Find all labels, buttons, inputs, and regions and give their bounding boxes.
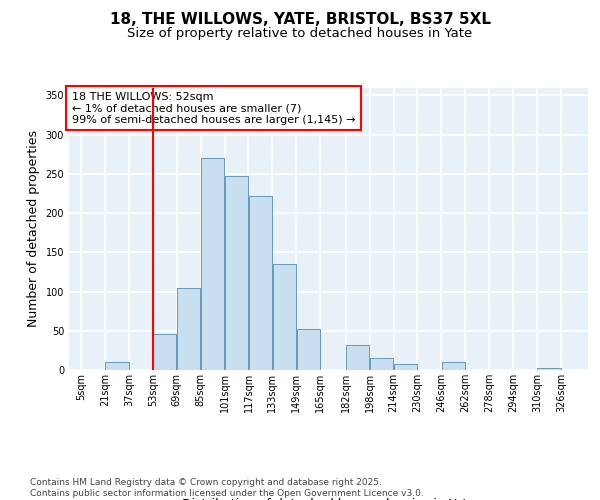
Bar [442, 362, 465, 370]
Bar [105, 362, 128, 370]
Bar [272, 264, 296, 370]
Bar [201, 158, 224, 370]
Y-axis label: Number of detached properties: Number of detached properties [27, 130, 40, 327]
Text: Size of property relative to detached houses in Yate: Size of property relative to detached ho… [127, 28, 473, 40]
Text: 18 THE WILLOWS: 52sqm
← 1% of detached houses are smaller (7)
99% of semi-detach: 18 THE WILLOWS: 52sqm ← 1% of detached h… [71, 92, 355, 125]
Bar [370, 358, 394, 370]
Bar [153, 334, 176, 370]
Bar [249, 196, 272, 370]
X-axis label: Distribution of detached houses by size in Yate: Distribution of detached houses by size … [182, 498, 475, 500]
Bar [225, 176, 248, 370]
Bar [177, 288, 200, 370]
Text: 18, THE WILLOWS, YATE, BRISTOL, BS37 5XL: 18, THE WILLOWS, YATE, BRISTOL, BS37 5XL [110, 12, 491, 28]
Bar [296, 329, 320, 370]
Bar [394, 364, 417, 370]
Text: Contains HM Land Registry data © Crown copyright and database right 2025.
Contai: Contains HM Land Registry data © Crown c… [30, 478, 424, 498]
Bar [538, 368, 561, 370]
Bar [346, 345, 370, 370]
